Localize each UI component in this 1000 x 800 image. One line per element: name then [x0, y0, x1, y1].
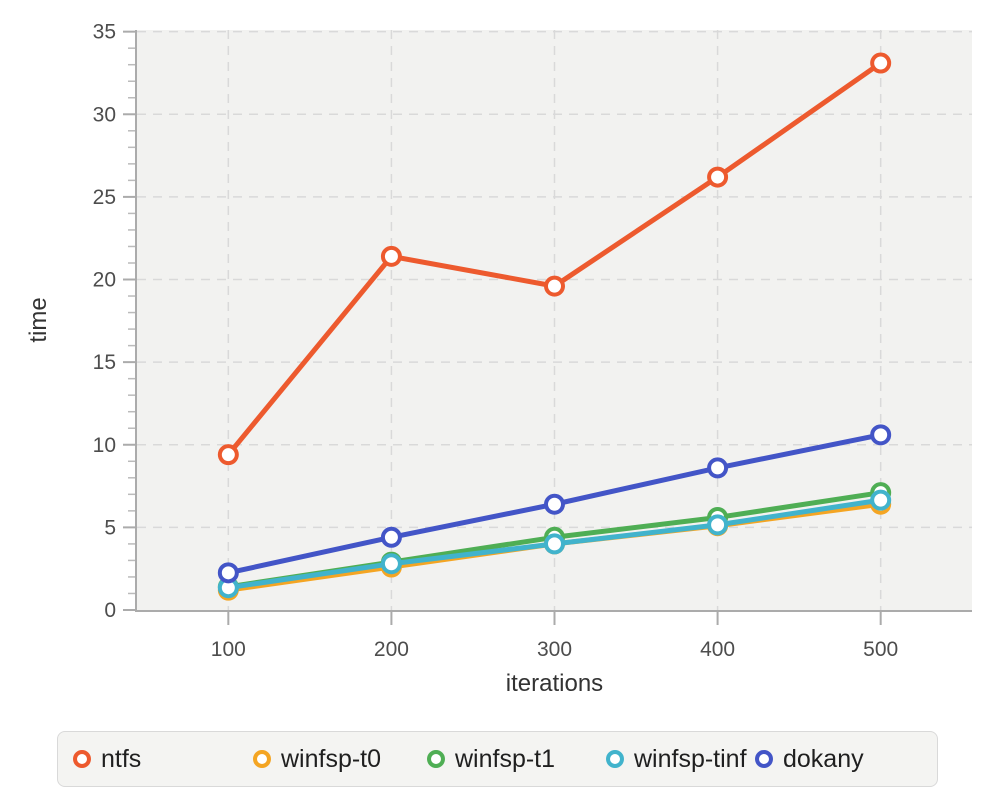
data-point-winfsp-tinf-300[interactable] — [544, 533, 565, 555]
data-point-ntfs-200[interactable] — [380, 245, 402, 267]
y-tick-label-15: 15 — [93, 351, 116, 374]
data-point-dokany-200[interactable] — [380, 526, 402, 548]
data-point-winfsp-tinf-200[interactable] — [380, 553, 402, 575]
y-tick-label-35: 35 — [93, 21, 116, 44]
legend-label-dokany: dokany — [783, 744, 864, 773]
y-tick-label-30: 30 — [93, 103, 116, 126]
y-tick-label-25: 25 — [93, 186, 116, 209]
y-axis-title: time — [25, 297, 52, 342]
x-tick-label-300: 300 — [537, 638, 572, 661]
legend-marker-winfsp-t1-icon — [427, 750, 445, 768]
line-chart-svg: 0 5 10 15 20 25 30 35 100 200 300 400 500 time iterati… — [25, 21, 972, 697]
x-tick-label-100: 100 — [211, 638, 246, 661]
legend-label-winfsp-t0: winfsp-t0 — [281, 744, 382, 773]
data-point-ntfs-100[interactable] — [217, 444, 239, 466]
legend-marker-ntfs-icon — [73, 750, 91, 768]
x-tick-label-200: 200 — [374, 638, 409, 661]
data-point-ntfs-500[interactable] — [870, 52, 892, 74]
legend-item-winfsp-tinf[interactable]: winfsp-tinf — [606, 732, 747, 786]
data-point-ntfs-400[interactable] — [707, 166, 729, 188]
data-point-dokany-100[interactable] — [217, 562, 239, 584]
legend-marker-winfsp-tinf-icon — [606, 750, 624, 768]
x-tick-label-400: 400 — [700, 638, 735, 661]
legend-marker-winfsp-t0-icon — [253, 750, 271, 768]
legend-item-dokany[interactable]: dokany — [755, 732, 864, 786]
data-point-dokany-300[interactable] — [544, 493, 565, 515]
legend-item-ntfs[interactable]: ntfs — [73, 732, 141, 786]
data-point-dokany-500[interactable] — [870, 424, 892, 446]
data-point-ntfs-300[interactable] — [544, 275, 565, 297]
y-tick-label-5: 5 — [104, 516, 116, 539]
x-tick-label-500: 500 — [863, 638, 898, 661]
y-tick-label-10: 10 — [93, 434, 116, 457]
legend-marker-dokany-icon — [755, 750, 773, 768]
data-point-winfsp-tinf-500[interactable] — [870, 489, 892, 511]
x-axis-title: iterations — [506, 670, 603, 697]
y-tick-label-0: 0 — [104, 599, 116, 622]
legend-label-winfsp-t1: winfsp-t1 — [455, 744, 556, 773]
data-point-winfsp-tinf-400[interactable] — [707, 514, 729, 536]
legend-item-winfsp-t0[interactable]: winfsp-t0 — [253, 732, 381, 786]
data-point-dokany-400[interactable] — [707, 457, 729, 479]
legend-label-ntfs: ntfs — [101, 744, 142, 773]
chart-legend: ntfs winfsp-t0 winfsp-t1 winfsp-tinf dokany — [57, 731, 938, 787]
y-tick-label-20: 20 — [93, 269, 116, 292]
legend-item-winfsp-t1[interactable]: winfsp-t1 — [427, 732, 555, 786]
legend-label-winfsp-tinf: winfsp-tinf — [634, 744, 747, 773]
